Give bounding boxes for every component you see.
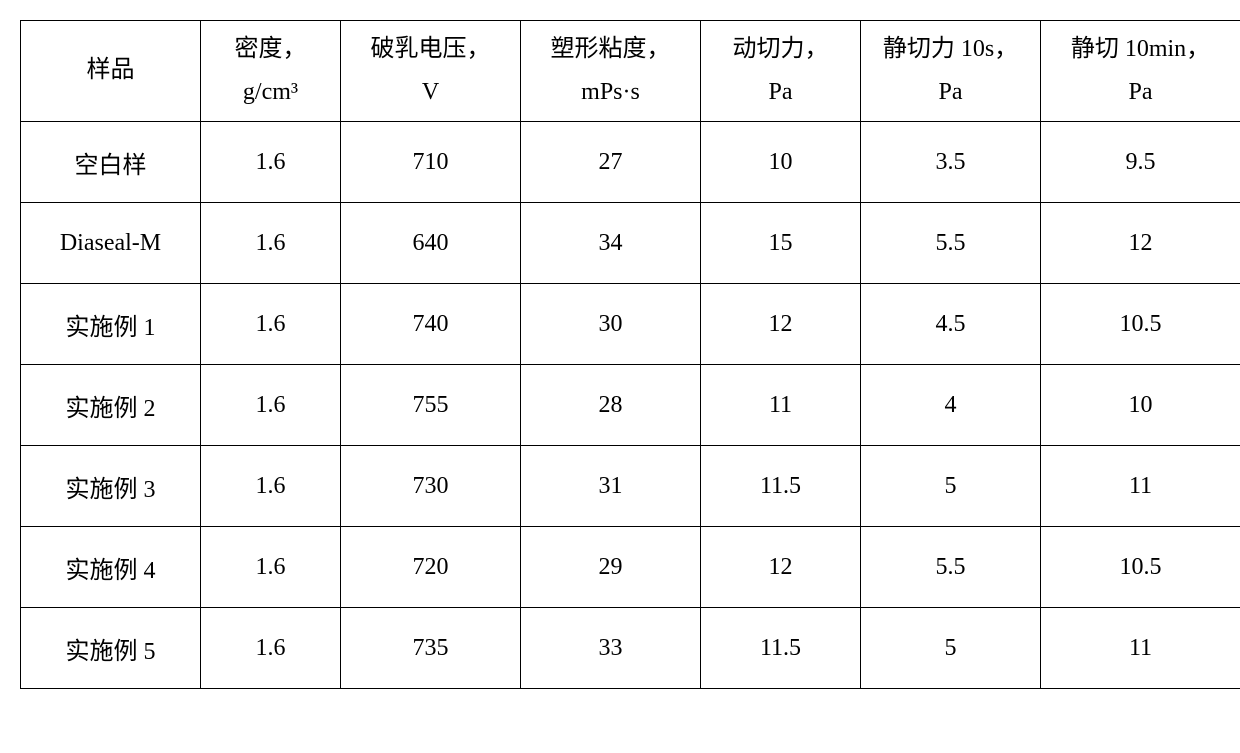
table-row: 实施例 2 1.6 755 28 11 4 10 bbox=[21, 365, 1240, 446]
table-row: 实施例 1 1.6 740 30 12 4.5 10.5 bbox=[21, 284, 1240, 365]
cell-value: 1.6 bbox=[201, 284, 341, 365]
cell-value: 720 bbox=[341, 527, 521, 608]
cell-value: 5 bbox=[861, 608, 1041, 689]
cell-sample: 实施例 1 bbox=[21, 284, 201, 365]
cell-value: 735 bbox=[341, 608, 521, 689]
cell-value: 11.5 bbox=[701, 608, 861, 689]
cell-value: 1.6 bbox=[201, 122, 341, 203]
cell-value: 28 bbox=[521, 365, 701, 446]
header-text-l1: 塑形粘度， bbox=[551, 36, 671, 62]
header-text-l2: mPs·s bbox=[581, 79, 640, 105]
cell-value: 34 bbox=[521, 203, 701, 284]
cell-value: 3.5 bbox=[861, 122, 1041, 203]
header-text-l1: 静切 10min， bbox=[1071, 36, 1210, 62]
cell-value: 33 bbox=[521, 608, 701, 689]
cell-value: 1.6 bbox=[201, 365, 341, 446]
cell-value: 27 bbox=[521, 122, 701, 203]
table-row: Diaseal-M 1.6 640 34 15 5.5 12 bbox=[21, 203, 1240, 284]
cell-sample: 实施例 2 bbox=[21, 365, 201, 446]
cell-value: 30 bbox=[521, 284, 701, 365]
cell-sample: Diaseal-M bbox=[21, 203, 201, 284]
header-text-l2: Pa bbox=[769, 79, 793, 105]
cell-value: 710 bbox=[341, 122, 521, 203]
cell-value: 755 bbox=[341, 365, 521, 446]
cell-value: 10.5 bbox=[1041, 284, 1240, 365]
col-header-yield: 动切力， Pa bbox=[701, 21, 861, 122]
cell-value: 12 bbox=[701, 284, 861, 365]
col-header-gel10min: 静切 10min， Pa bbox=[1041, 21, 1240, 122]
table-body: 空白样 1.6 710 27 10 3.5 9.5 Diaseal-M 1.6 … bbox=[21, 122, 1240, 689]
header-text-l1: 密度， bbox=[235, 36, 307, 62]
cell-value: 10 bbox=[1041, 365, 1240, 446]
cell-value: 29 bbox=[521, 527, 701, 608]
table-header-row: 样品 密度， g/cm³ 破乳电压， V 塑形粘度， mPs·s 动切力， Pa… bbox=[21, 21, 1240, 122]
cell-sample: 实施例 4 bbox=[21, 527, 201, 608]
cell-value: 11 bbox=[701, 365, 861, 446]
cell-value: 11 bbox=[1041, 608, 1240, 689]
cell-value: 10 bbox=[701, 122, 861, 203]
cell-sample: 空白样 bbox=[21, 122, 201, 203]
col-header-density: 密度， g/cm³ bbox=[201, 21, 341, 122]
header-text-l1: 破乳电压， bbox=[371, 36, 491, 62]
cell-value: 10.5 bbox=[1041, 527, 1240, 608]
col-header-voltage: 破乳电压， V bbox=[341, 21, 521, 122]
cell-sample: 实施例 3 bbox=[21, 446, 201, 527]
header-text-l2: Pa bbox=[1129, 79, 1153, 105]
table-row: 实施例 3 1.6 730 31 11.5 5 11 bbox=[21, 446, 1240, 527]
cell-value: 15 bbox=[701, 203, 861, 284]
cell-value: 12 bbox=[701, 527, 861, 608]
header-text-l1: 动切力， bbox=[733, 36, 829, 62]
cell-value: 5.5 bbox=[861, 527, 1041, 608]
col-header-sample: 样品 bbox=[21, 21, 201, 122]
table-row: 实施例 4 1.6 720 29 12 5.5 10.5 bbox=[21, 527, 1240, 608]
cell-value: 1.6 bbox=[201, 527, 341, 608]
data-table: 样品 密度， g/cm³ 破乳电压， V 塑形粘度， mPs·s 动切力， Pa… bbox=[20, 20, 1240, 689]
cell-value: 11.5 bbox=[701, 446, 861, 527]
table-row: 实施例 5 1.6 735 33 11.5 5 11 bbox=[21, 608, 1240, 689]
header-text-l2: Pa bbox=[939, 79, 963, 105]
cell-value: 12 bbox=[1041, 203, 1240, 284]
header-text: 样品 bbox=[87, 57, 135, 83]
cell-value: 5 bbox=[861, 446, 1041, 527]
cell-value: 730 bbox=[341, 446, 521, 527]
header-text-l2: V bbox=[422, 79, 439, 105]
cell-value: 4 bbox=[861, 365, 1041, 446]
cell-value: 5.5 bbox=[861, 203, 1041, 284]
cell-value: 640 bbox=[341, 203, 521, 284]
cell-value: 4.5 bbox=[861, 284, 1041, 365]
cell-value: 9.5 bbox=[1041, 122, 1240, 203]
cell-value: 740 bbox=[341, 284, 521, 365]
header-text-l1: 静切力 10s， bbox=[883, 36, 1018, 62]
cell-value: 11 bbox=[1041, 446, 1240, 527]
col-header-gel10s: 静切力 10s， Pa bbox=[861, 21, 1041, 122]
cell-value: 1.6 bbox=[201, 608, 341, 689]
table-row: 空白样 1.6 710 27 10 3.5 9.5 bbox=[21, 122, 1240, 203]
cell-value: 1.6 bbox=[201, 446, 341, 527]
cell-value: 1.6 bbox=[201, 203, 341, 284]
cell-sample: 实施例 5 bbox=[21, 608, 201, 689]
col-header-viscosity: 塑形粘度， mPs·s bbox=[521, 21, 701, 122]
header-text-l2: g/cm³ bbox=[243, 79, 298, 105]
cell-value: 31 bbox=[521, 446, 701, 527]
